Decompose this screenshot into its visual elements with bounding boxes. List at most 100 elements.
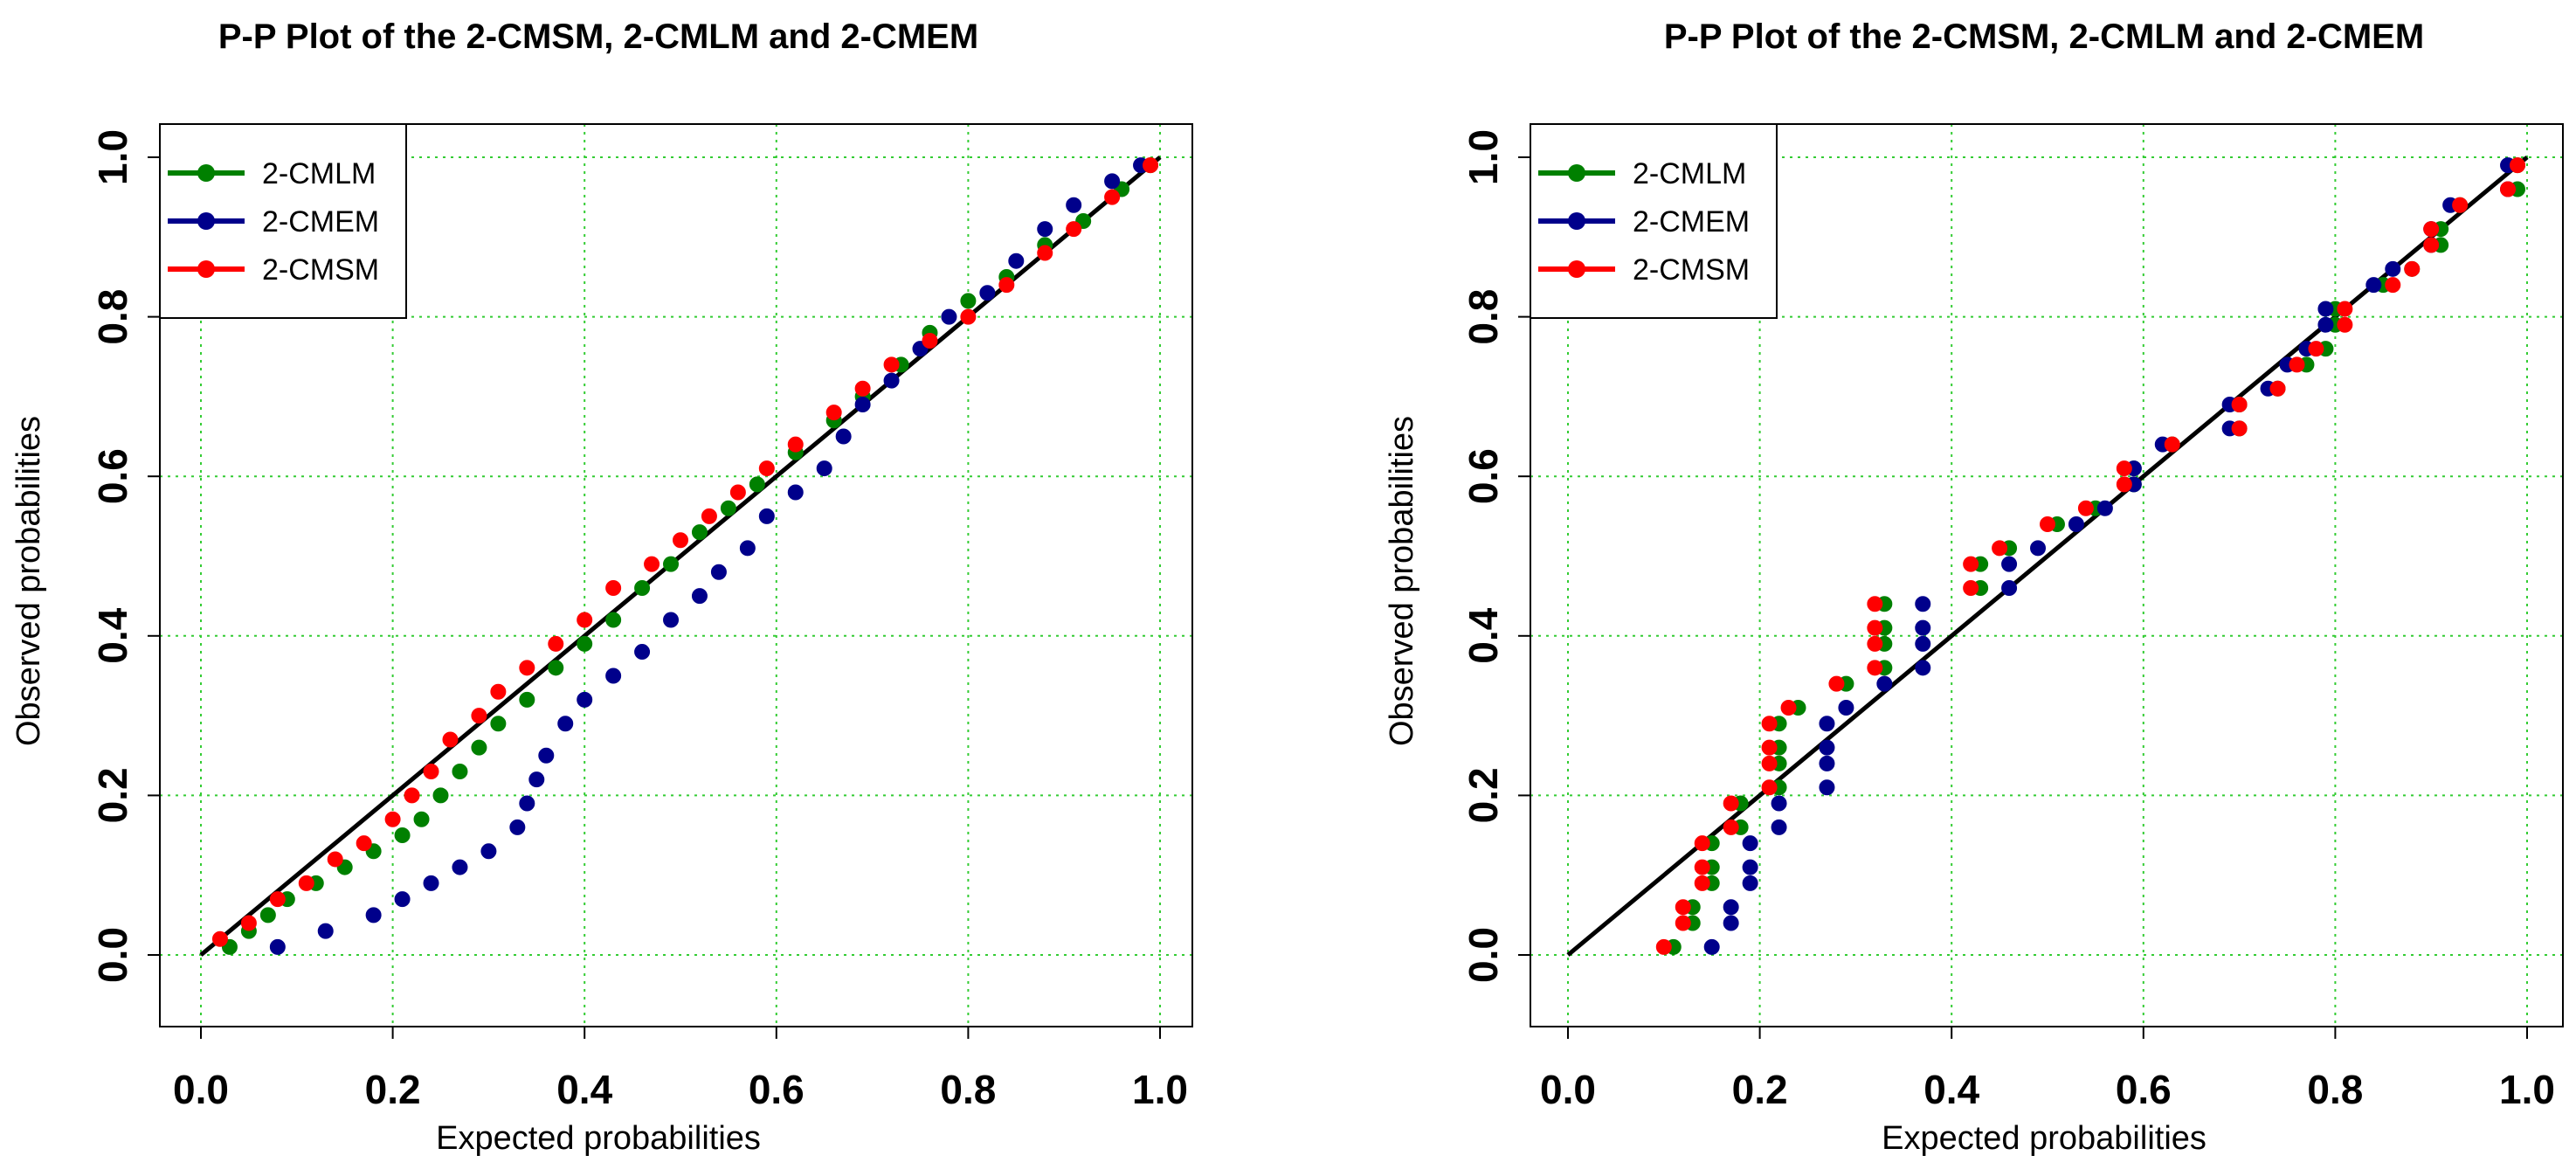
- data-point-2cmem: [663, 612, 680, 628]
- data-point-2cmem: [1723, 915, 1739, 931]
- data-point-2cmem: [1723, 899, 1739, 916]
- data-point-2cmsm: [758, 460, 775, 477]
- data-point-2cmsm: [787, 436, 804, 453]
- data-point-2cmem: [1742, 835, 1758, 852]
- data-point-2cmsm: [1992, 540, 2008, 557]
- data-point-2cmsm: [1867, 596, 1883, 612]
- data-point-2cmem: [979, 285, 996, 301]
- data-point-2cmem: [557, 716, 574, 732]
- data-point-2cmem: [816, 460, 832, 477]
- data-point-2cmem: [1819, 739, 1835, 756]
- data-point-2cmem: [423, 875, 439, 891]
- data-point-2cmsm: [1675, 899, 1691, 916]
- legend-marker-2cmsm: [1568, 260, 1585, 278]
- data-point-2cmsm: [1761, 716, 1778, 732]
- data-point-2cmem: [854, 397, 871, 413]
- data-point-2cmsm: [1761, 779, 1778, 796]
- data-point-2cmlm: [413, 811, 430, 827]
- data-point-2cmem: [1066, 197, 1082, 213]
- data-point-2cmem: [787, 484, 804, 501]
- data-point-2cmsm: [825, 405, 842, 421]
- data-point-2cmem: [2001, 580, 2018, 597]
- legend-marker-2cmem: [197, 212, 215, 230]
- data-point-2cmem: [2317, 301, 2334, 317]
- data-point-2cmsm: [1963, 556, 1979, 572]
- data-point-2cmem: [394, 891, 411, 908]
- data-points: [1655, 157, 2526, 955]
- data-point-2cmlm: [577, 635, 593, 652]
- data-point-2cmsm: [298, 875, 314, 891]
- data-point-2cmem: [2030, 540, 2047, 557]
- y-tick-label: 0.6: [90, 448, 135, 504]
- data-point-2cmem: [528, 771, 545, 788]
- data-point-2cmsm: [2289, 356, 2305, 373]
- y-tick-label: 0.4: [90, 607, 135, 663]
- data-point-2cmem: [2317, 316, 2334, 333]
- y-axis-label: Observed probabilities: [1384, 416, 1420, 746]
- legend-marker-2cmem: [1568, 212, 1585, 230]
- data-point-2cmem: [577, 691, 593, 708]
- data-point-2cmsm: [1694, 859, 1710, 875]
- legend-label-2cmsm: 2-CMSM: [262, 253, 379, 287]
- x-axis-label: Expected probabilities: [436, 1120, 761, 1157]
- data-point-2cmem: [519, 795, 535, 812]
- data-point-2cmem: [2068, 515, 2084, 532]
- legend-label-2cmlm: 2-CMLM: [1633, 157, 1746, 190]
- data-point-2cmem: [1915, 619, 1931, 636]
- x-tick-label: 0.6: [749, 1067, 805, 1112]
- data-point-2cmlm: [749, 476, 765, 493]
- y-tick-label: 1.0: [90, 129, 135, 185]
- data-point-2cmem: [1876, 675, 1893, 692]
- data-point-2cmem: [317, 923, 334, 939]
- x-tick-label: 0.0: [173, 1067, 229, 1112]
- data-point-2cmsm: [701, 508, 717, 524]
- data-point-2cmsm: [548, 635, 564, 652]
- data-point-2cmsm: [1694, 875, 1710, 891]
- data-point-2cmsm: [269, 891, 286, 908]
- y-tick-label: 1.0: [1461, 129, 1506, 185]
- data-point-2cmsm: [2423, 237, 2440, 253]
- legend-marker-2cmlm: [1568, 164, 1585, 182]
- data-point-2cmem: [1742, 859, 1758, 875]
- data-point-2cmsm: [2164, 436, 2180, 453]
- data-point-2cmsm: [922, 332, 938, 349]
- plot-frame: [159, 123, 1193, 1027]
- y-tick-label: 0.8: [1461, 289, 1506, 345]
- data-point-2cmlm: [471, 739, 487, 756]
- data-point-2cmsm: [442, 731, 459, 748]
- y-axis-ticks: 0.0 0.2 0.4 0.6 0.8 1.0: [90, 129, 160, 983]
- data-point-2cmlm: [605, 612, 622, 628]
- data-point-2cmem: [452, 859, 468, 875]
- data-point-2cmem: [835, 428, 852, 445]
- data-point-2cmsm: [2404, 260, 2421, 277]
- legend-label-2cmsm: 2-CMSM: [1633, 253, 1750, 287]
- data-point-2cmsm: [519, 660, 535, 676]
- data-point-2cmsm: [2231, 420, 2248, 437]
- data-point-2cmlm: [663, 556, 680, 572]
- y-axis-label: Observed probabilities: [10, 416, 47, 746]
- data-point-2cmsm: [2116, 460, 2132, 477]
- data-point-2cmsm: [2500, 181, 2517, 197]
- data-point-2cmlm: [259, 907, 276, 924]
- data-point-2cmem: [1819, 716, 1835, 732]
- data-point-2cmem: [269, 938, 286, 955]
- data-point-2cmsm: [673, 532, 688, 549]
- data-point-2cmsm: [384, 811, 401, 827]
- data-point-2cmsm: [2337, 316, 2353, 333]
- data-point-2cmem: [941, 308, 957, 325]
- data-point-2cmem: [691, 588, 708, 605]
- x-axis-ticks: 0.0 0.2 0.4 0.6 0.8 1.0: [1540, 1027, 2555, 1112]
- data-point-2cmsm: [327, 851, 343, 868]
- data-point-2cmlm: [519, 691, 535, 708]
- data-point-2cmsm: [1761, 755, 1778, 771]
- data-point-2cmsm: [2308, 341, 2324, 357]
- data-point-2cmsm: [2116, 476, 2132, 493]
- data-point-2cmsm: [404, 787, 420, 804]
- data-point-2cmsm: [1037, 245, 1053, 261]
- data-point-2cmsm: [356, 835, 372, 852]
- data-point-2cmsm: [1828, 675, 1845, 692]
- data-point-2cmsm: [854, 380, 871, 397]
- data-point-2cmsm: [729, 484, 746, 501]
- data-point-2cmem: [1008, 252, 1025, 269]
